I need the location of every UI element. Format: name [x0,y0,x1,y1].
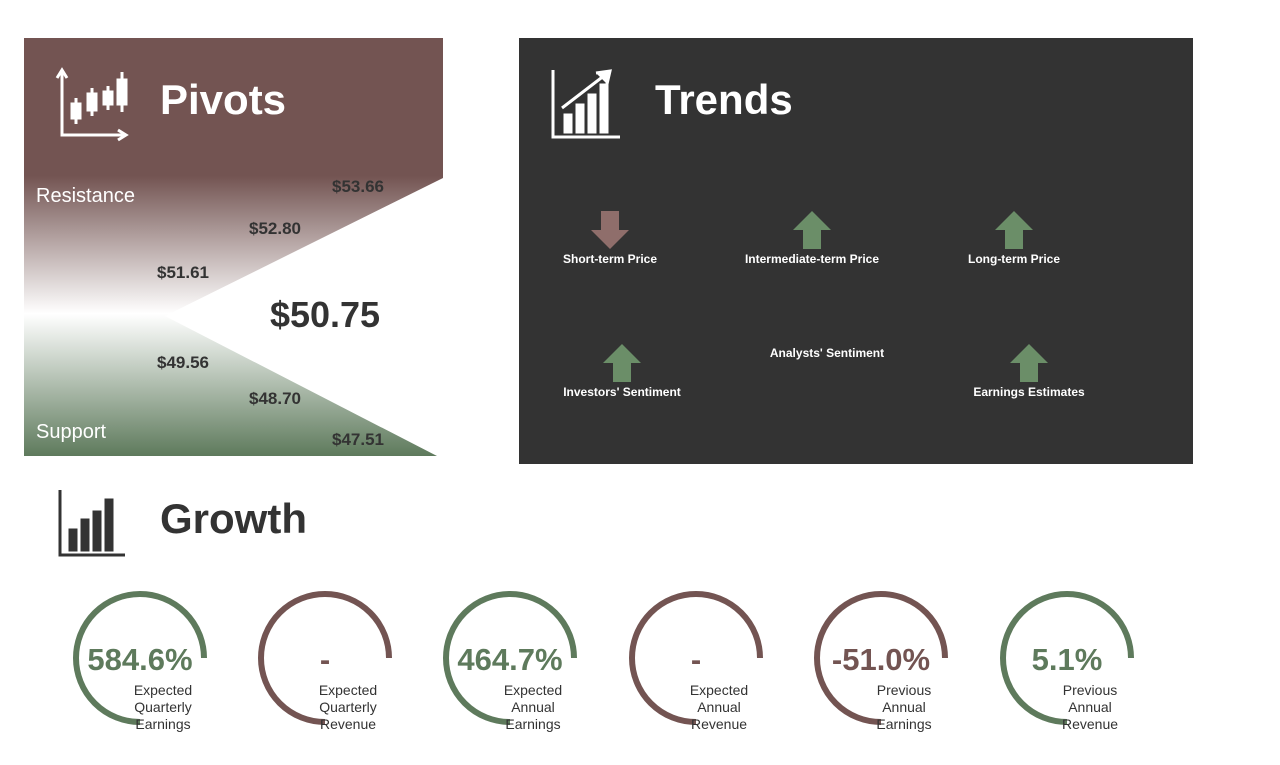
trend-label: Intermediate-term Price [744,252,880,266]
gauge-arc [73,591,207,725]
gauge-label: Expected Annual Revenue [689,682,749,732]
growth-icon [58,490,125,557]
trends-title: Trends [655,76,793,123]
gauge-label: Previous Annual Earnings [876,682,932,732]
trend-label: Earnings Estimates [973,385,1085,399]
arrow-up [1010,344,1048,382]
gauge-value: 464.7% [457,642,563,677]
support-label: Support [36,421,107,443]
gauge-value: - [319,642,331,677]
trends-panel [519,38,1193,464]
gauge-label: Expected Annual Earnings [503,682,563,732]
gauge-value: -51.0% [831,642,931,677]
trend-label: Long-term Price [967,252,1061,266]
resistance-label: Resistance [36,185,135,207]
gauge-arc [1000,591,1134,725]
gauge-arc [629,591,763,725]
pivots-title: Pivots [160,76,287,123]
support-price: $49.56 [157,353,209,372]
resistance-price: $51.61 [157,263,209,282]
resistance-price: $53.66 [332,177,384,196]
trend-label: Investors' Sentiment [563,385,681,399]
gauge-value: 5.1% [1031,642,1103,677]
trend-label: Analysts' Sentiment [769,346,885,360]
arrow-up [793,211,831,249]
gauge-arc [814,591,948,725]
growth-title: Growth [160,495,307,542]
gauge-arc [258,591,392,725]
support-price: $48.70 [249,389,301,408]
pivots-icon [55,67,129,142]
arrow-up [995,211,1033,249]
trends-icon [551,69,620,139]
gauge-label: Expected Quarterly Revenue [318,682,378,732]
pivots-wedge [165,178,443,456]
resistance-price: $52.80 [249,219,301,238]
current-price: $50.75 [269,294,381,335]
gauge-label: Previous Annual Revenue [1061,682,1119,732]
gauge-value: - [690,642,702,677]
trend-label: Short-term Price [562,252,658,266]
gauge-label: Expected Quarterly Earnings [133,682,193,732]
arrow-up [603,344,641,382]
gauge-value: 584.6% [87,642,193,677]
support-price: $47.51 [332,430,384,449]
arrow-down [591,211,629,249]
gauge-arc [443,591,577,725]
